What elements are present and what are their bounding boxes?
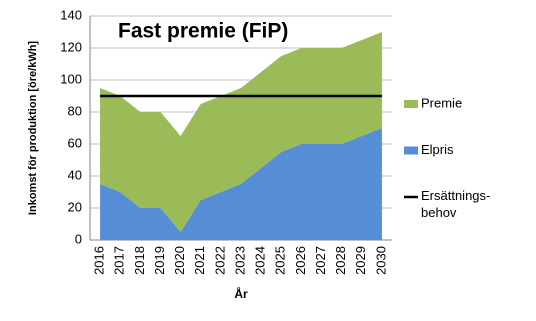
x-tick-label: 2028 — [333, 246, 348, 275]
y-tick-label: 0 — [75, 231, 82, 246]
x-tick-label: 2025 — [273, 246, 288, 275]
x-tick-label: 2018 — [132, 246, 147, 275]
x-tick-label: 2027 — [313, 246, 328, 275]
x-tick-label: 2030 — [373, 246, 388, 275]
legend-swatch — [404, 146, 418, 155]
x-tick-label: 2016 — [92, 246, 107, 275]
legend-label: Ersättnings-behov — [421, 188, 490, 220]
x-tick-label: 2024 — [253, 246, 268, 275]
y-tick-label: 140 — [60, 7, 82, 22]
x-tick-label: 2017 — [112, 246, 127, 275]
area — [100, 128, 382, 240]
legend-swatch — [404, 100, 418, 108]
x-tick-label: 2029 — [353, 246, 368, 275]
y-tick-label: 40 — [68, 167, 82, 182]
y-tick-label: 100 — [60, 71, 82, 86]
area — [100, 32, 382, 232]
x-axis-label: År — [234, 286, 248, 301]
y-tick-label: 60 — [68, 135, 82, 150]
y-tick-label: 120 — [60, 39, 82, 54]
legend-label: Elpris — [421, 142, 454, 157]
y-axis-label: Inkomst för produktion [öre/kWh] — [27, 41, 39, 215]
y-tick-label: 80 — [68, 103, 82, 118]
x-tick-label: 2022 — [212, 246, 227, 275]
x-tick-label: 2020 — [172, 246, 187, 275]
x-tick-label: 2021 — [192, 246, 207, 275]
legend-label: Premie — [421, 95, 462, 110]
y-tick-label: 20 — [68, 199, 82, 214]
x-tick-label: 2019 — [152, 246, 167, 275]
x-tick-label: 2023 — [232, 246, 247, 275]
x-tick-label: 2026 — [293, 246, 308, 275]
chart-title: Fast premie (FiP) — [118, 20, 288, 43]
